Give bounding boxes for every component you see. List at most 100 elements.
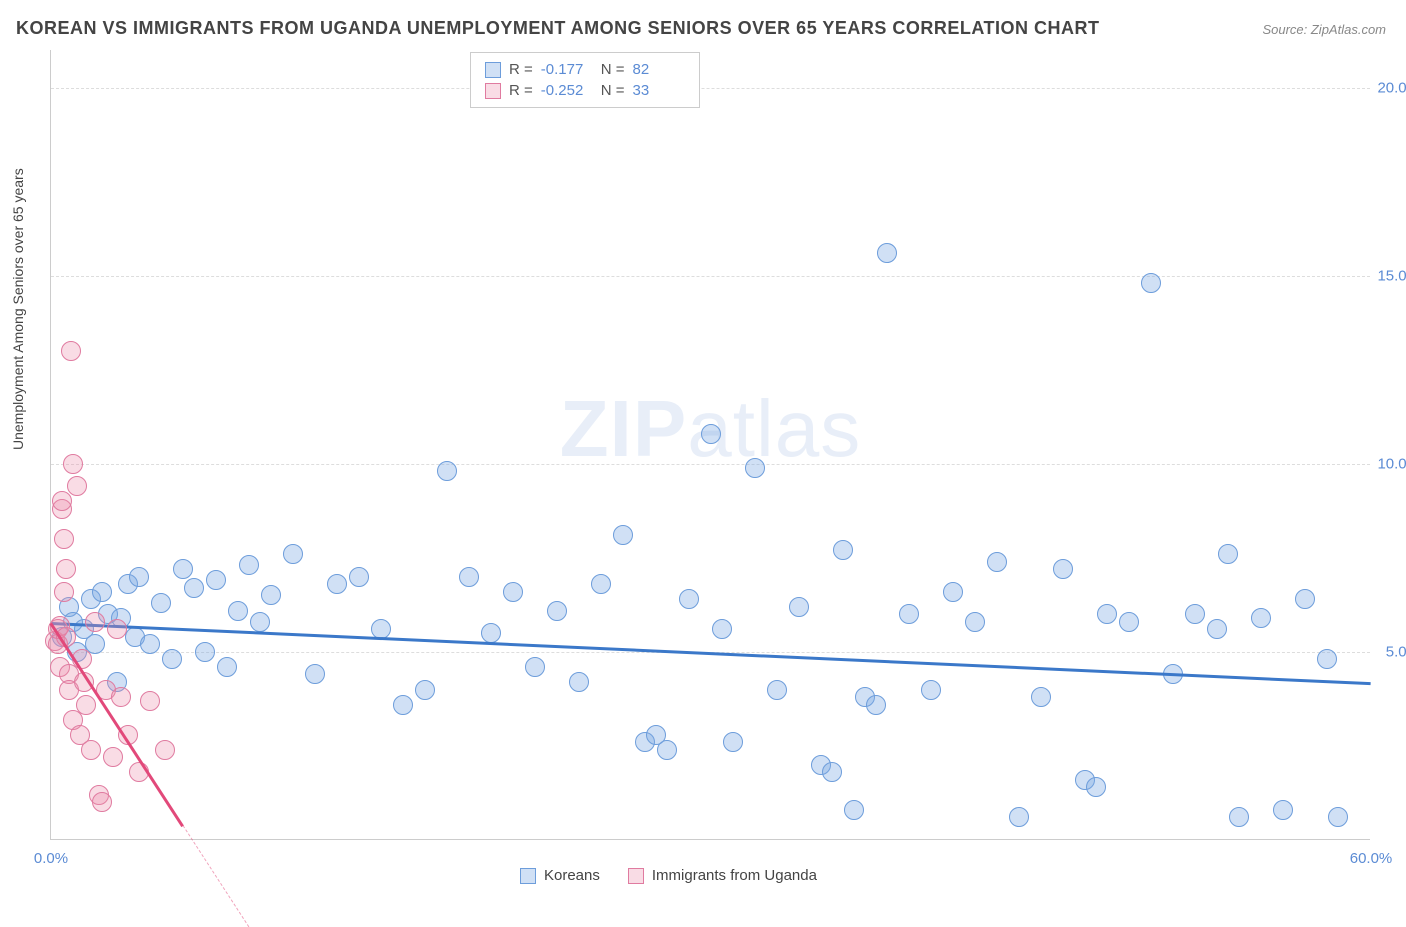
scatter-point [228,601,248,621]
scatter-point [103,747,123,767]
scatter-point [195,642,215,662]
scatter-point [63,454,83,474]
scatter-point [503,582,523,602]
scatter-point [52,491,72,511]
y-tick-label: 15.0% [1377,267,1406,284]
scatter-point [899,604,919,624]
scatter-point [184,578,204,598]
legend-row-koreans: R = -0.177 N = 82 [485,59,685,80]
swatch-koreans [485,62,501,78]
scatter-point [1053,559,1073,579]
scatter-point [76,695,96,715]
scatter-point [459,567,479,587]
scatter-point [679,589,699,609]
scatter-point [789,597,809,617]
scatter-point [173,559,193,579]
watermark-zip: ZIP [560,384,687,473]
scatter-point [987,552,1007,572]
scatter-point [1119,612,1139,632]
n-label: N = [601,61,625,78]
trend-line [51,622,1371,685]
scatter-point [129,567,149,587]
scatter-point [393,695,413,715]
y-tick-label: 5.0% [1386,643,1406,660]
n-value-uganda: 33 [633,82,685,99]
scatter-point [1207,619,1227,639]
scatter-point [85,612,105,632]
y-tick-label: 10.0% [1377,455,1406,472]
scatter-point [921,680,941,700]
swatch-uganda-icon [628,868,644,884]
scatter-point [1317,649,1337,669]
scatter-point [833,540,853,560]
chart-title: KOREAN VS IMMIGRANTS FROM UGANDA UNEMPLO… [16,18,1100,39]
scatter-point [155,740,175,760]
scatter-point [701,424,721,444]
scatter-point [305,664,325,684]
scatter-point [525,657,545,677]
scatter-point [822,762,842,782]
scatter-point [1251,608,1271,628]
legend-label-uganda: Immigrants from Uganda [652,867,817,884]
swatch-uganda [485,83,501,99]
scatter-point [613,525,633,545]
r-label: R = [509,61,533,78]
legend-label-koreans: Koreans [544,867,600,884]
scatter-point [54,529,74,549]
scatter-point [327,574,347,594]
scatter-point [1273,800,1293,820]
r-value-koreans: -0.177 [541,61,593,78]
scatter-point [1295,589,1315,609]
trend-line-dash [183,825,250,927]
scatter-point [67,476,87,496]
scatter-point [866,695,886,715]
scatter-chart: ZIPatlas 5.0%10.0%15.0%20.0%0.0%60.0% [50,50,1370,840]
scatter-point [657,740,677,760]
scatter-point [349,567,369,587]
legend-item-koreans: Koreans [520,867,600,884]
n-label: N = [601,82,625,99]
r-label: R = [509,82,533,99]
scatter-point [481,623,501,643]
scatter-point [111,687,131,707]
scatter-point [250,612,270,632]
scatter-point [261,585,281,605]
n-value-koreans: 82 [633,61,685,78]
scatter-point [92,792,112,812]
scatter-point [1031,687,1051,707]
scatter-point [712,619,732,639]
scatter-point [877,243,897,263]
scatter-point [140,634,160,654]
scatter-point [61,341,81,361]
correlation-legend: R = -0.177 N = 82 R = -0.252 N = 33 [470,52,700,108]
gridline [51,276,1370,277]
scatter-point [140,691,160,711]
scatter-point [569,672,589,692]
scatter-point [81,740,101,760]
legend-row-uganda: R = -0.252 N = 33 [485,80,685,101]
y-tick-label: 20.0% [1377,79,1406,96]
scatter-point [107,619,127,639]
scatter-point [92,582,112,602]
gridline [51,464,1370,465]
y-axis-label: Unemployment Among Seniors over 65 years [10,168,26,450]
scatter-point [1328,807,1348,827]
scatter-point [239,555,259,575]
scatter-point [1218,544,1238,564]
scatter-point [1097,604,1117,624]
gridline [51,88,1370,89]
swatch-koreans-icon [520,868,536,884]
scatter-point [1086,777,1106,797]
scatter-point [547,601,567,621]
scatter-point [1185,604,1205,624]
x-tick-label: 0.0% [34,850,68,867]
scatter-point [943,582,963,602]
scatter-point [283,544,303,564]
source-attribution: Source: ZipAtlas.com [1262,22,1386,37]
scatter-point [591,574,611,594]
scatter-point [844,800,864,820]
scatter-point [1141,273,1161,293]
scatter-point [437,461,457,481]
scatter-point [54,582,74,602]
scatter-point [217,657,237,677]
